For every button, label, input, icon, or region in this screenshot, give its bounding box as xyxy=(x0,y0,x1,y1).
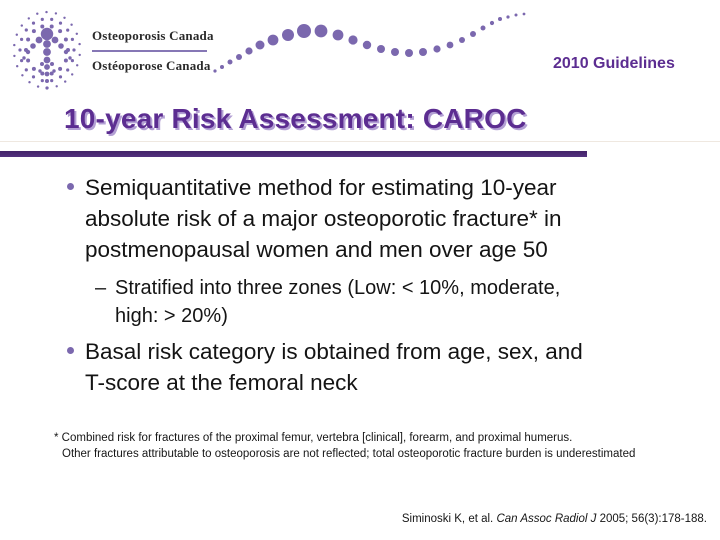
footnote: * Combined risk for fractures of the pro… xyxy=(54,431,635,462)
header-bottom-edge xyxy=(0,141,720,142)
logo-wordmark: Osteoporosis Canada Ostéoporose Canada xyxy=(92,28,222,74)
bullet-line: absolute risk of a major osteoporotic fr… xyxy=(85,206,562,231)
bullet-line: T-score at the femoral neck xyxy=(85,370,358,395)
citation-journal: Can Assoc Radiol J xyxy=(496,513,597,525)
citation-authors: Siminoski K, et al. xyxy=(401,513,497,525)
sub-bullet-item-stratified: – Stratified into three zones (Low: < 10… xyxy=(95,274,560,330)
bullet-line: Semiquantitative method for estimating 1… xyxy=(85,175,557,200)
bullet-line: Basal risk category is obtained from age… xyxy=(85,339,583,364)
sub-bullet-line: Stratified into three zones (Low: < 10%,… xyxy=(115,277,561,299)
sub-bullet-line: high: > 20%) xyxy=(115,305,228,327)
dot-wave-decoration-icon xyxy=(213,12,526,73)
citation: Siminoski K, et al. Can Assoc Radiol J 2… xyxy=(402,513,707,525)
title-underline-rule xyxy=(0,151,587,157)
citation-details: 2005; 56(3):178-188. xyxy=(596,513,707,525)
org-name-english: Osteoporosis Canada xyxy=(92,28,214,43)
wordmark-divider xyxy=(92,50,207,52)
bullet-item-semiquantitative: Semiquantitative method for estimating 1… xyxy=(64,172,561,265)
bullet-item-basal-risk: Basal risk category is obtained from age… xyxy=(64,336,583,398)
sub-bullet-dash: – xyxy=(95,277,107,299)
osteoporosis-canada-logo-icon xyxy=(13,10,81,90)
bullet-dot-icon xyxy=(67,183,74,190)
footnote-line: Other fractures attributable to osteopor… xyxy=(62,447,636,460)
org-name-french: Ostéoporose Canada xyxy=(92,58,211,73)
bullet-line: postmenopausal women and men over age 50 xyxy=(85,237,548,262)
footnote-line: * Combined risk for fractures of the pro… xyxy=(54,432,573,444)
bullet-dot-icon xyxy=(67,347,74,354)
page-title: 10-year Risk Assessment: CAROC xyxy=(64,103,527,134)
edition-label: 2010 Guidelines xyxy=(553,55,675,72)
